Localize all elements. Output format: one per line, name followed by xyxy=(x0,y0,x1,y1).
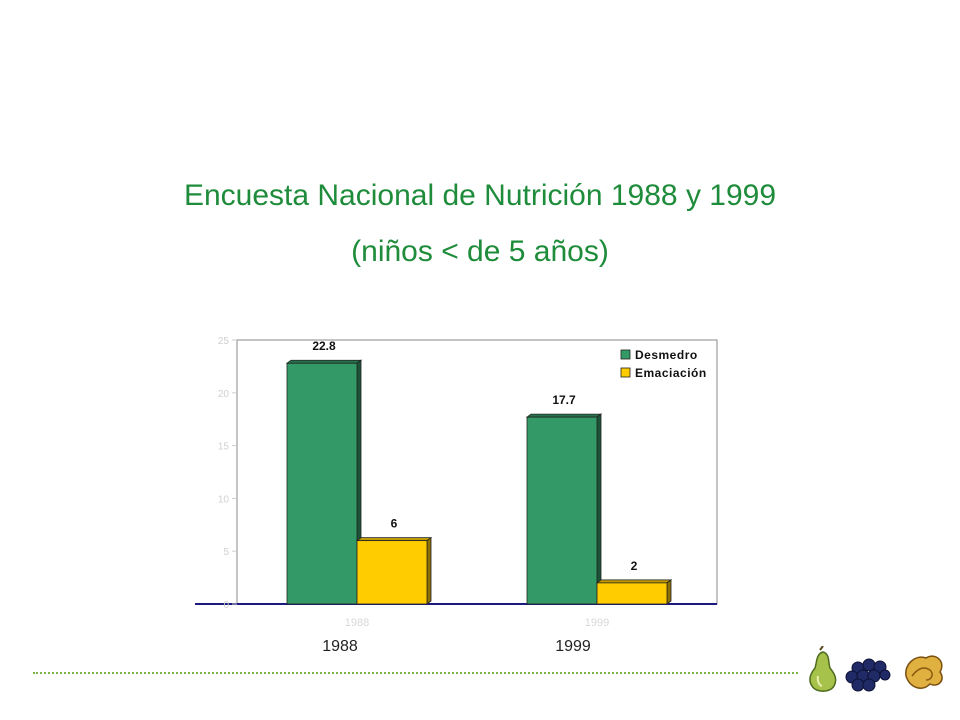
legend-swatch xyxy=(620,367,631,378)
bar-top-face xyxy=(285,359,363,364)
legend-swatch xyxy=(620,349,631,360)
chart-bars: 22.8 6 17.7 2 xyxy=(285,339,673,605)
pear-icon xyxy=(809,646,837,692)
x-tick-label: 1999 xyxy=(585,617,609,628)
y-tick-label: 15 xyxy=(218,442,230,453)
data-label: 6 xyxy=(391,517,398,531)
grapes-icon xyxy=(845,658,891,692)
y-tick-label: 0 xyxy=(223,600,229,611)
year-label-1988: 1988 xyxy=(322,638,358,655)
slide-title: Encuesta Nacional de Nutrición 1988 y 19… xyxy=(183,179,777,212)
y-tick-label: 20 xyxy=(218,389,230,400)
bar-emaciación-1988 xyxy=(356,540,428,605)
legend-entry: Emaciación xyxy=(635,366,707,380)
bar-side-face xyxy=(426,536,432,605)
bar-top-face xyxy=(355,537,433,542)
dried-fruit-icon xyxy=(905,655,943,689)
bar-desmedro-1999 xyxy=(526,416,598,605)
bar-desmedro-1988 xyxy=(286,362,358,605)
chart-legend: Desmedro Emaciación xyxy=(620,348,707,380)
bar-side-face xyxy=(596,413,602,605)
data-label: 22.8 xyxy=(312,339,336,353)
bar-top-face xyxy=(525,413,603,418)
legend-entry: Desmedro xyxy=(635,348,698,362)
data-label: 2 xyxy=(631,559,638,573)
bar-top-face xyxy=(595,579,673,584)
data-label: 17.7 xyxy=(552,393,576,407)
year-label-1999: 1999 xyxy=(555,638,591,655)
footer-dotted-rule xyxy=(33,672,798,674)
slide-subtitle: (niños < de 5 años) xyxy=(351,235,609,268)
bar-chart: 0 5 10 15 20 25 1988 1999 22.8 6 17.7 2 Desmedro Em… xyxy=(195,336,718,628)
y-tick-label: 10 xyxy=(218,494,230,505)
bar-side-face xyxy=(666,579,672,605)
y-tick-label: 25 xyxy=(218,336,230,347)
y-tick-label: 5 xyxy=(223,547,229,558)
bar-emaciación-1999 xyxy=(596,582,668,605)
fruit-logo xyxy=(809,646,943,692)
x-tick-label: 1988 xyxy=(345,617,369,628)
